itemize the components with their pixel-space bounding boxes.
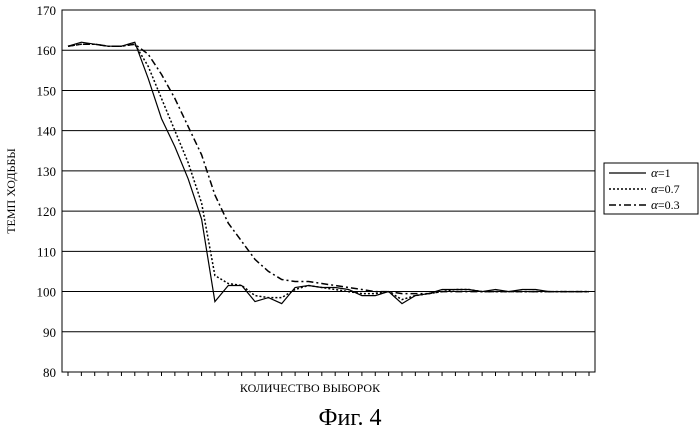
y-tick-label: 110 xyxy=(37,244,56,259)
y-tick-label: 150 xyxy=(37,83,57,98)
legend-label: α=1 xyxy=(651,165,671,180)
y-tick-label: 100 xyxy=(37,285,57,300)
figure-caption: Фиг. 4 xyxy=(319,405,382,431)
y-tick-label: 90 xyxy=(43,325,56,340)
plot-area xyxy=(62,10,595,372)
x-axis-title: КОЛИЧЕСТВО ВЫБОРОК xyxy=(240,381,381,395)
y-tick-label: 130 xyxy=(37,164,57,179)
y-tick-label: 140 xyxy=(37,124,57,139)
y-tick-label: 120 xyxy=(37,204,57,219)
y-axis-title: ТЕМП ХОДЬБЫ xyxy=(4,148,18,234)
y-tick-label: 80 xyxy=(43,365,56,380)
legend: α=1α=0.7α=0.3 xyxy=(604,163,698,214)
legend-label: α=0.3 xyxy=(651,197,680,212)
x-axis-tick-marks xyxy=(68,372,589,376)
y-tick-label: 170 xyxy=(37,3,57,18)
legend-label: α=0.7 xyxy=(651,181,680,196)
y-tick-label: 160 xyxy=(37,43,57,58)
y-axis-tick-labels: 80 90 100 110 120 130 140 150 160 170 xyxy=(37,3,57,380)
